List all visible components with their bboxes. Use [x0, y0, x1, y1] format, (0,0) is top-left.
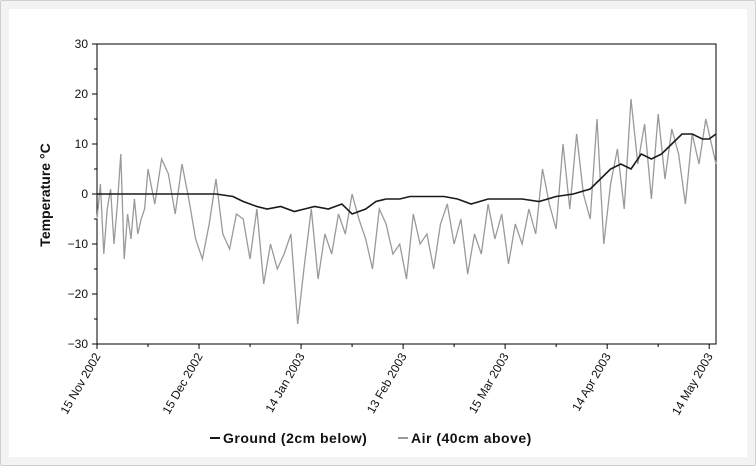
x-tick-label: 15 Dec 2002	[159, 350, 205, 416]
x-tick-label: 14 Apr 2003	[569, 350, 614, 413]
x-tick-label: 15 Mar 2003	[466, 350, 512, 416]
legend-ground-label: Ground (2cm below)	[223, 430, 367, 446]
legend: Ground (2cm below) Air (40cm above)	[210, 430, 532, 446]
y-tick-label: 0	[81, 187, 88, 201]
y-axis: 30 20 10 0 −10 −20 −30	[68, 37, 97, 351]
y-tick-label: −30	[68, 337, 89, 351]
y-tick-label: −20	[68, 287, 89, 301]
y-axis-title: Temperature °C	[37, 143, 53, 246]
y-tick-label: 10	[75, 137, 89, 151]
x-tick-label: 13 Feb 2003	[364, 350, 410, 416]
y-tick-label: −10	[68, 237, 89, 251]
y-tick-label: 20	[75, 87, 89, 101]
x-tick-label: 14 Jan 2003	[263, 350, 308, 414]
x-tick-label: 14 May 2003	[669, 350, 716, 417]
series-layer	[97, 99, 716, 324]
y-tick-label: 30	[75, 37, 89, 51]
legend-air-label: Air (40cm above)	[411, 430, 532, 446]
air-series-line	[97, 99, 716, 324]
x-tick-label: 15 Nov 2002	[57, 350, 103, 416]
x-axis: 15 Nov 2002 15 Dec 2002 14 Jan 2003 13 Feb …	[57, 344, 716, 418]
